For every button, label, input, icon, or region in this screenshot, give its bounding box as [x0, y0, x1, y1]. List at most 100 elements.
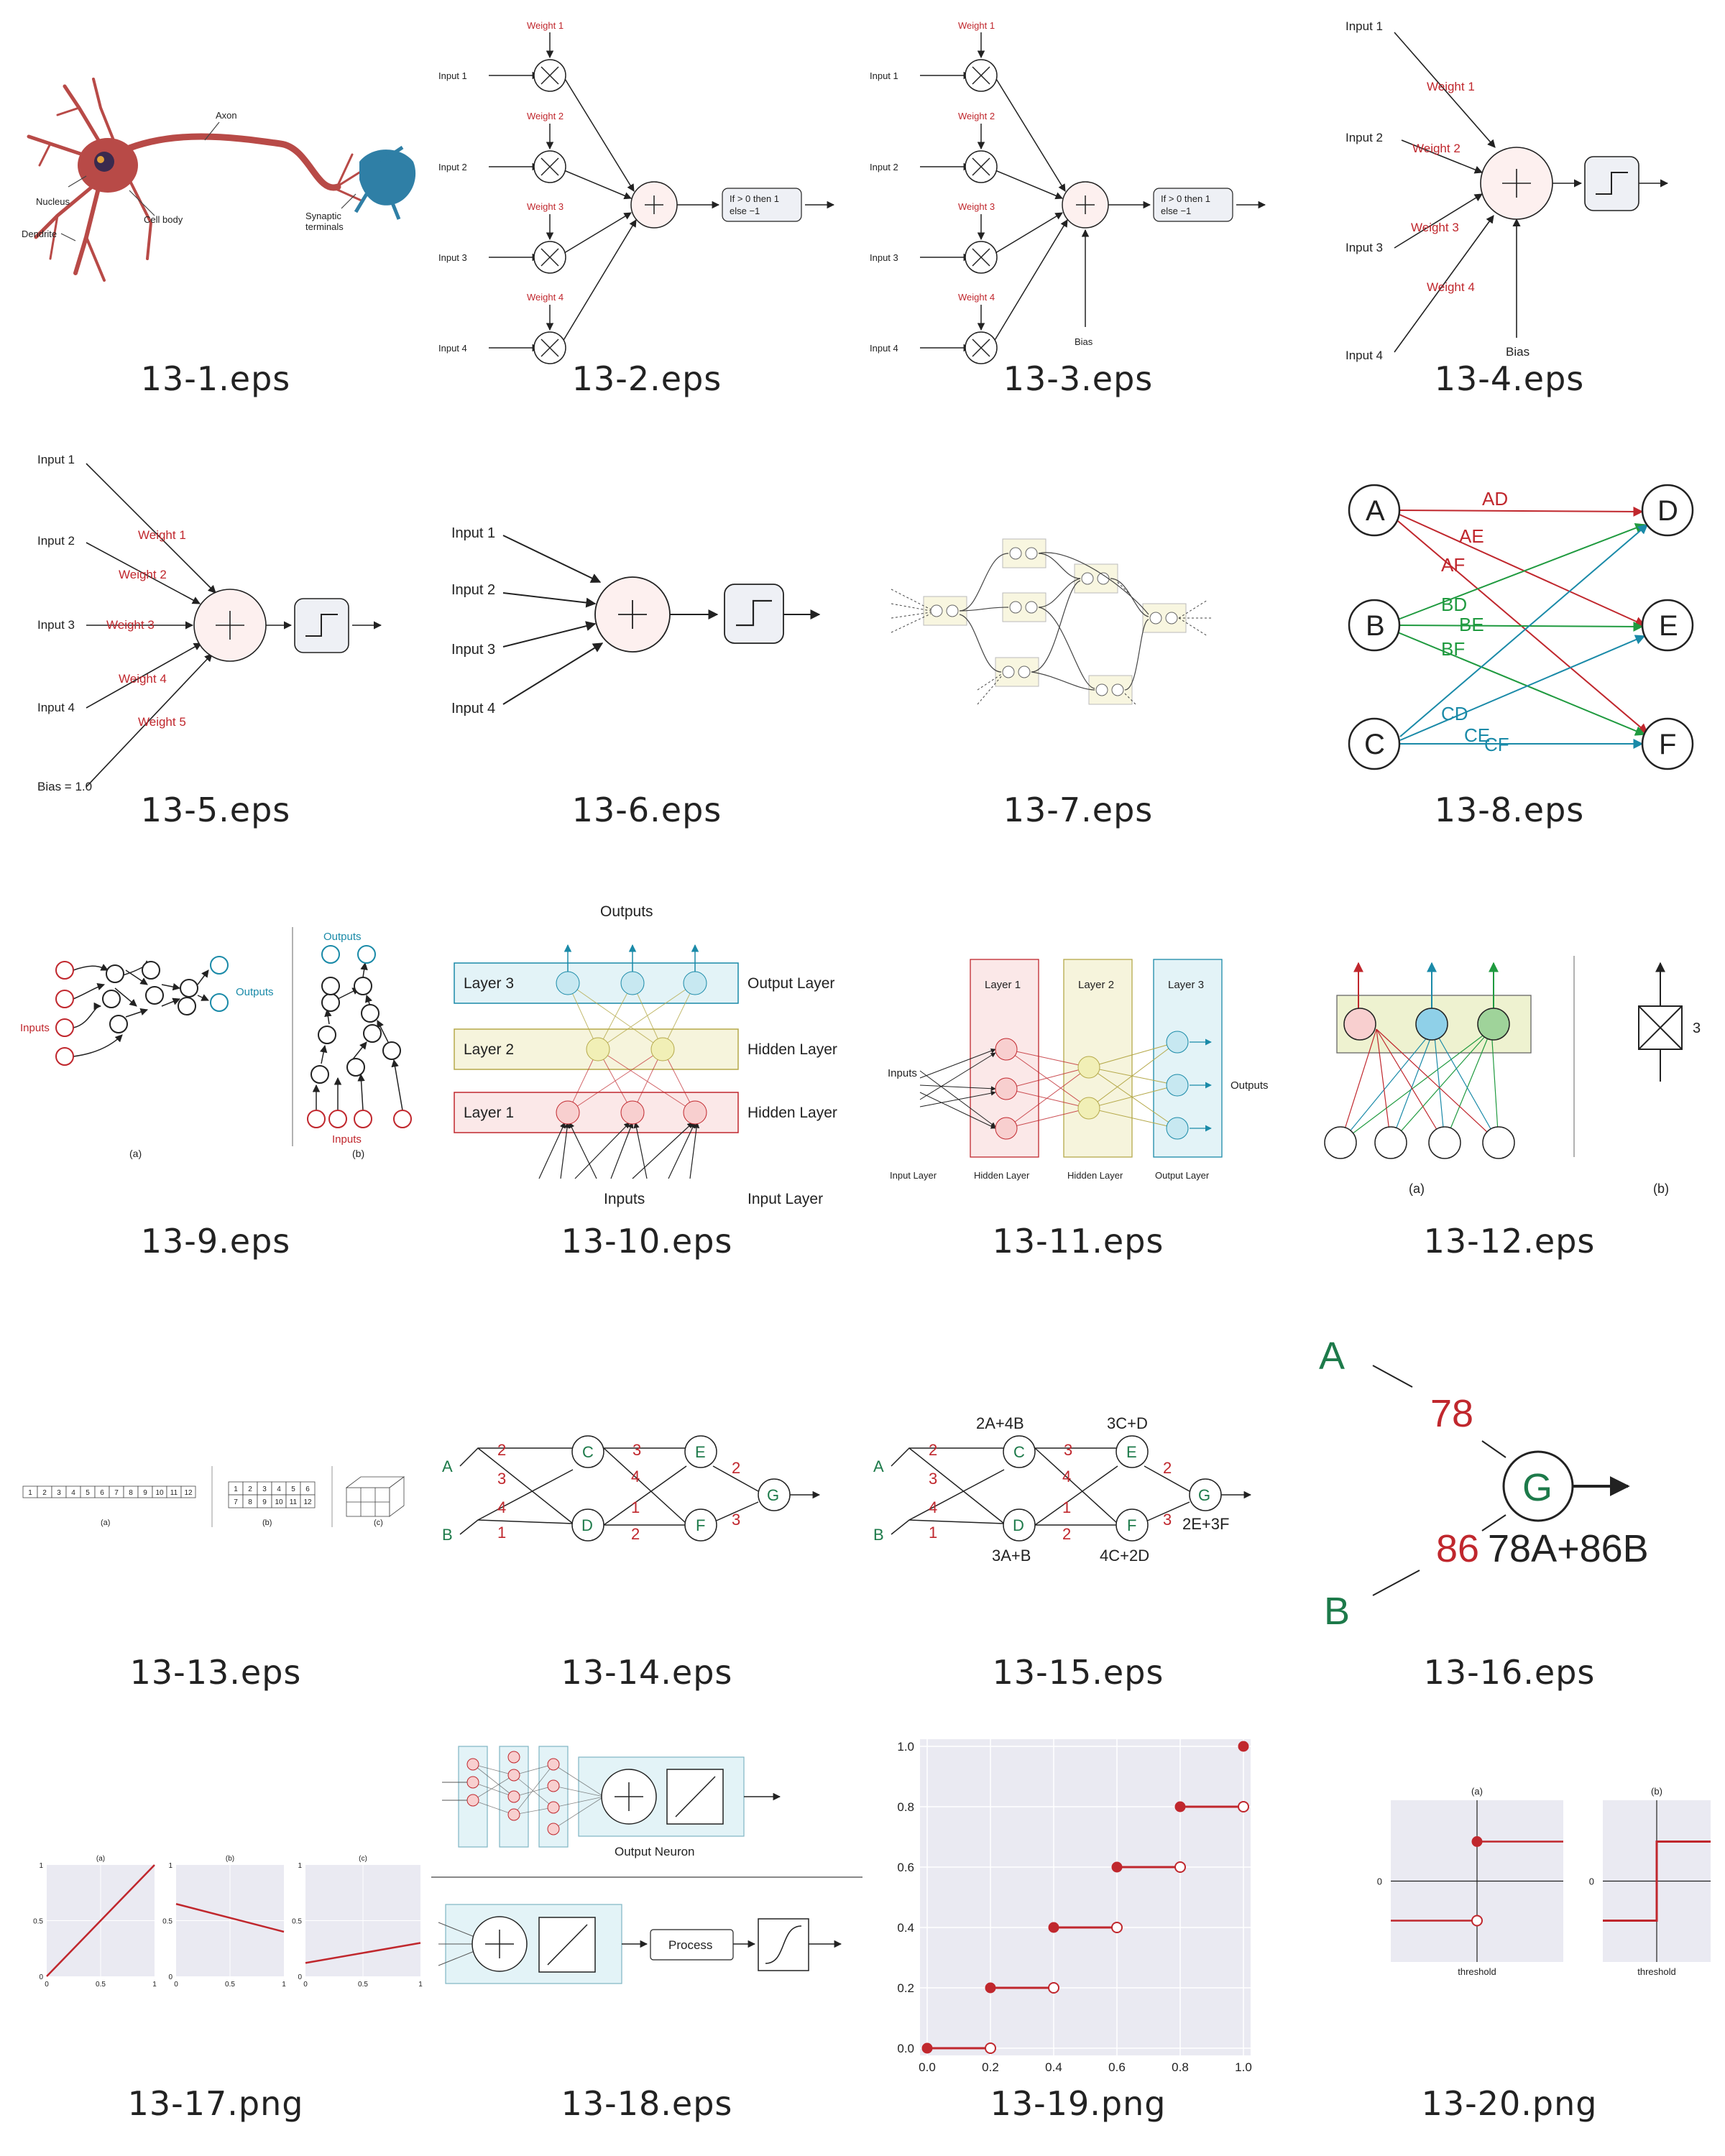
cell-body-label: Cell body — [144, 214, 183, 225]
flat-array-cells: 1 2 3 4 5 6 7 8 9 10 11 12 — [22, 1485, 196, 1498]
outputs-label-a: Outputs — [236, 986, 274, 998]
x-tick-label: 1 — [282, 1981, 286, 1989]
weight-de: 1 — [631, 1498, 640, 1516]
y-tick-label: 0.5 — [162, 1918, 172, 1926]
caption-13-14: 13-14.eps — [561, 1653, 733, 1692]
x-tick-label: 0 — [303, 1981, 308, 1989]
graph-network-diagram: Inputs Outputs (a) — [20, 927, 412, 1159]
y-tick-label: 0 — [1589, 1876, 1594, 1887]
weighted-graph-diagram: A B C D E F G 2 3 4 1 3 4 1 2 2 3 — [442, 1435, 821, 1544]
grid-cell-value: 7 — [234, 1498, 238, 1506]
figure-13-6: Input 1 Input 2 Input 3 Input 4 13-6.eps — [431, 431, 862, 862]
y-tick-label: 0 — [1377, 1876, 1382, 1887]
array-cell-value: 1 — [28, 1489, 32, 1497]
layer-3-label: Layer 3 — [1168, 979, 1204, 991]
step-closed-point — [1048, 1922, 1059, 1933]
input-3-label: Input 3 — [870, 252, 898, 263]
grid-cell-value: 11 — [290, 1498, 298, 1506]
subplot-title: (c) — [359, 1855, 367, 1863]
inputs-label: Inputs — [888, 1067, 917, 1079]
x-tick-label: 0.8 — [1172, 2060, 1189, 2074]
edge-be: BE — [1459, 614, 1484, 635]
input-2-label: Input 2 — [37, 534, 75, 548]
array-cell-value: 11 — [170, 1489, 178, 1497]
figure-13-10: Outputs Inputs Layer 3 Layer 2 Layer 1 O… — [431, 862, 862, 1294]
node-d: D — [1013, 1516, 1024, 1534]
weight-ad: 3 — [497, 1470, 506, 1488]
node-g: G — [1522, 1466, 1552, 1509]
axon-label: Axon — [216, 110, 237, 121]
x-tick-label: 0.4 — [1045, 2060, 1062, 2074]
node-b: B — [873, 1526, 884, 1544]
grid-cell-value: 8 — [248, 1498, 252, 1506]
figure-13-8: A B C D E F AD AE AF BD BE BF CD CE CF 1… — [1294, 431, 1725, 862]
input-1-label: Input 1 — [1346, 19, 1383, 33]
weighted-sum-bias-diagram: If > 0 then 1 else −1 Input 1 Input 2 In… — [870, 20, 1266, 364]
weight-3-label: Weight 3 — [527, 201, 564, 212]
y-tick-label: 0.6 — [897, 1861, 914, 1874]
grid-cell-value: 2 — [248, 1485, 252, 1493]
weight-3-label: Weight 3 — [106, 618, 155, 632]
x-tick-label: 0 — [174, 1981, 178, 1989]
step-closed-point — [1174, 1801, 1186, 1812]
input-1-label: Input 1 — [451, 525, 495, 541]
layer-1-label: Layer 1 — [985, 979, 1021, 991]
role-input-layer: Input Layer — [890, 1170, 937, 1181]
linear-functions-chart: (a) 0 0.5 1 1 0.5 0 (b) 0 0.5 1 1 0.5 0 (c) 0 0.5 1 1 0.5 0 — [33, 1855, 423, 1989]
x-tick-label: 0.5 — [96, 1981, 106, 1989]
weight-1-label: Weight 1 — [138, 528, 186, 542]
role-input-layer: Input Layer — [748, 1191, 823, 1207]
input-2-label: Input 2 — [451, 582, 495, 598]
panel-b-label: (b) — [1653, 1181, 1669, 1196]
figure-13-16: A B G 78 86 78A+86B 13-16.eps — [1294, 1294, 1725, 1725]
y-tick-label: 0.5 — [33, 1918, 43, 1926]
weight-b: 86 — [1436, 1527, 1479, 1570]
node-f: F — [1659, 729, 1676, 760]
expr-e: 3C+D — [1107, 1414, 1148, 1432]
bias-label: Bias — [1506, 345, 1530, 359]
y-tick-label: 1.0 — [897, 1740, 914, 1754]
figure-13-7: 13-7.eps — [862, 431, 1294, 862]
input-2-label: Input 2 — [870, 162, 898, 172]
figure-13-13: 1 2 3 4 5 6 7 8 9 10 11 12 (a) 1 2 3 4 5 6 7 8 9 10 11 12 (b) … — [0, 1294, 431, 1725]
edge-ad: AD — [1482, 488, 1508, 510]
threshold-step-chart: (a) threshold 0 (b) threshold 0 — [1377, 1786, 1711, 1977]
x-axis-label: threshold — [1458, 1966, 1496, 1977]
input-1-label: Input 1 — [438, 70, 467, 81]
inputs-label: Inputs — [604, 1191, 645, 1207]
outputs-label: Outputs — [600, 903, 653, 920]
outputs-label: Outputs — [1230, 1079, 1269, 1092]
edge-ce: CE — [1464, 724, 1490, 746]
weight-4-label: Weight 4 — [119, 672, 167, 686]
terminals-label: terminals — [305, 221, 344, 232]
input-3-label: Input 3 — [438, 252, 467, 263]
input-3-label: Input 3 — [37, 618, 75, 632]
figure-13-12: (a) 3 (b) 13-12.eps — [1294, 862, 1725, 1294]
input-3-label: Input 3 — [1346, 241, 1383, 254]
closed-point — [1471, 1836, 1483, 1847]
weight-cf: 4 — [631, 1468, 640, 1485]
weight-eg: 2 — [732, 1459, 740, 1477]
node-d: D — [581, 1516, 593, 1534]
weight-5-label: Weight 5 — [138, 715, 186, 729]
subplot-title: (a) — [96, 1855, 105, 1863]
array-cell-value: 6 — [100, 1489, 104, 1497]
figure-13-14: A B C D E F G 2 3 4 1 3 4 1 2 2 3 13-14.… — [431, 1294, 862, 1725]
node-a: A — [1319, 1335, 1345, 1378]
cube-array — [345, 1476, 405, 1517]
step-open-point — [1238, 1801, 1249, 1812]
expr-f: 4C+2D — [1100, 1547, 1149, 1565]
input-2-label: Input 2 — [1346, 131, 1383, 144]
weight-2-label: Weight 2 — [958, 111, 995, 121]
caption-13-2: 13-2.eps — [571, 359, 722, 398]
caption-13-18: 13-18.eps — [561, 2084, 733, 2123]
grid-array-cells: 1 2 3 4 5 67 8 9 10 11 12 — [228, 1481, 316, 1508]
layered-network-vertical: Outputs Inputs Layer 3 Layer 2 Layer 1 O… — [454, 903, 837, 1207]
figure-13-2: If > 0 then 1 else −1 Input 1 Input 2 In… — [431, 0, 862, 431]
caption-13-9: 13-9.eps — [140, 1222, 291, 1261]
rule-line-1: If > 0 then 1 — [1161, 193, 1210, 204]
perceptron-bias-input-diagram: Input 1 Input 2 Input 3 Input 4 Bias = 1… — [37, 453, 382, 793]
weight-bc: 4 — [929, 1498, 937, 1516]
weight-2-label: Weight 2 — [1412, 142, 1460, 155]
caption-13-20: 13-20.png — [1421, 2084, 1598, 2123]
